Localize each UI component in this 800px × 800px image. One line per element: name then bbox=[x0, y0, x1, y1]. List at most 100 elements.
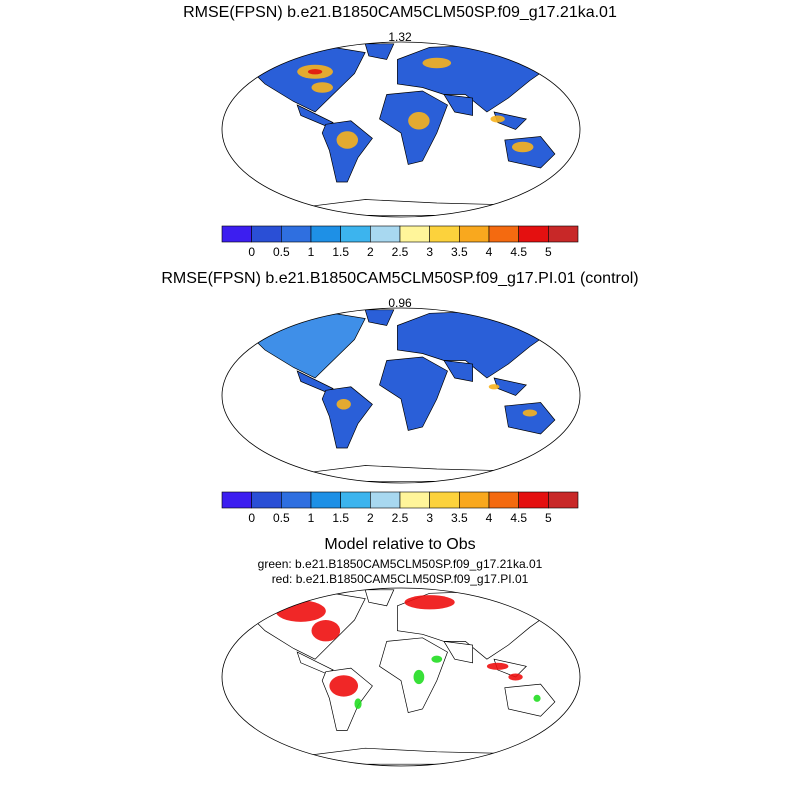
panel1-warm-region-4 bbox=[422, 57, 452, 69]
panel1-colorbar-tick-label: 2 bbox=[367, 245, 374, 259]
panel2-colorbar-swatch-1 bbox=[251, 491, 282, 509]
panel3-red-region-1 bbox=[311, 620, 341, 642]
panel2-colorbar-tick-label: 3.5 bbox=[451, 511, 468, 525]
panel1-colorbar-swatch-3 bbox=[310, 225, 341, 243]
panel3-green-region-1 bbox=[431, 655, 443, 663]
panel1-colorbar-tick-label: 4 bbox=[486, 245, 493, 259]
panel3-red-region-3 bbox=[329, 675, 359, 697]
panel2-rmse-value: 0.96 bbox=[388, 296, 412, 310]
panel1-land bbox=[246, 43, 556, 216]
panel2-colorbar-swatch-8 bbox=[459, 491, 490, 509]
panel2-south-america bbox=[321, 386, 373, 449]
panel2-map bbox=[221, 307, 581, 484]
panel2-colorbar-tick-label: 2.5 bbox=[392, 511, 409, 525]
panel1-australia bbox=[504, 136, 556, 169]
panel2-colorbar-tick-label: 5 bbox=[545, 511, 552, 525]
panel2-colorbar-tick-label: 2 bbox=[367, 511, 374, 525]
panel3-antarctica bbox=[293, 747, 509, 765]
panel2-colorbar-swatch-6 bbox=[399, 491, 430, 509]
panel3-greenland bbox=[364, 589, 395, 607]
panel1-colorbar-tick-label: 3.5 bbox=[451, 245, 468, 259]
panel1-warm-region-1 bbox=[311, 82, 333, 93]
panel2-warm-region-2 bbox=[488, 384, 500, 390]
panel1-warm-region-5 bbox=[511, 141, 534, 153]
panel3-outline bbox=[221, 587, 581, 767]
panel1-colorbar-tick-label: 4.5 bbox=[510, 245, 527, 259]
panel1-colorbar-tick-label: 1.5 bbox=[332, 245, 349, 259]
panel1-colorbar-swatch-4 bbox=[340, 225, 371, 243]
panel2-colorbar-swatch-3 bbox=[310, 491, 341, 509]
panel1-colorbar-swatch-8 bbox=[459, 225, 490, 243]
panel2-colorbar-swatch-5 bbox=[370, 491, 401, 509]
panel2-colorbar-tick-label: 3 bbox=[426, 511, 433, 525]
panel1-greenland bbox=[364, 43, 395, 60]
panel2-antarctica bbox=[293, 465, 509, 482]
panel2-colorbar-tick-label: 0.5 bbox=[273, 511, 290, 525]
panel1-south-america bbox=[321, 120, 373, 183]
panel2-colorbar: 0 0.5 1 1.5 2 2.5 3 3.5 4 4.5 5 bbox=[221, 491, 579, 525]
panel1-colorbar-swatch-6 bbox=[399, 225, 430, 243]
panel1-warm-region-2 bbox=[336, 131, 359, 149]
panel2-arabia-india bbox=[443, 360, 473, 382]
panel1-colorbar-tick-label: 2.5 bbox=[392, 245, 409, 259]
panel2-colorbar-swatch-9 bbox=[488, 491, 519, 509]
panel3-green-region-3 bbox=[533, 694, 541, 702]
panel1-map bbox=[221, 41, 581, 218]
panel2-greenland bbox=[364, 309, 395, 326]
panel1-colorbar-tick-label: 0 bbox=[248, 245, 255, 259]
panel1-colorbar-swatch-11 bbox=[548, 225, 579, 243]
panel1-colorbar-swatch-9 bbox=[488, 225, 519, 243]
panel3-green-label: green: b.e21.B1850CAM5CLM50SP.f09_g17.21… bbox=[257, 557, 543, 571]
panel1-colorbar-swatch-7 bbox=[429, 225, 460, 243]
panel1-hot-region-0 bbox=[307, 69, 323, 75]
panel2-colorbar-swatch-2 bbox=[281, 491, 312, 509]
panel2-africa bbox=[379, 356, 448, 431]
panel1-colorbar-tick-label: 3 bbox=[426, 245, 433, 259]
panel3-red-label: red: b.e21.B1850CAM5CLM50SP.f09_g17.PI.0… bbox=[271, 572, 529, 586]
panel1-colorbar: 0 0.5 1 1.5 2 2.5 3 3.5 4 4.5 5 bbox=[221, 225, 579, 259]
panel1-colorbar-swatch-1 bbox=[251, 225, 282, 243]
panel2-colorbar-swatch-7 bbox=[429, 491, 460, 509]
panel3-red-region-5 bbox=[508, 673, 523, 681]
panel3-red-region-0 bbox=[275, 600, 326, 622]
panel2-colorbar-swatch-4 bbox=[340, 491, 371, 509]
panel1-arabia-india bbox=[443, 94, 473, 116]
panel3-green-region-2 bbox=[354, 698, 362, 710]
panel1-colorbar-tick-label: 5 bbox=[545, 245, 552, 259]
panel1-colorbar-swatch-5 bbox=[370, 225, 401, 243]
panel1-rmse-value: 1.32 bbox=[388, 30, 412, 44]
panel2-warm-region-0 bbox=[336, 399, 351, 410]
panel2-colorbar-swatch-10 bbox=[518, 491, 549, 509]
panel2-colorbar-tick-label: 0 bbox=[248, 511, 255, 525]
panel2-australia bbox=[504, 402, 556, 435]
panel3-arabia-india bbox=[443, 640, 473, 664]
panel1-colorbar-swatch-2 bbox=[281, 225, 312, 243]
panel2-warm-region-1 bbox=[522, 409, 538, 417]
panel1-colorbar-swatch-0 bbox=[221, 225, 252, 243]
panel1-warm-region-6 bbox=[490, 115, 505, 123]
panel1-colorbar-tick-label: 0.5 bbox=[273, 245, 290, 259]
panel3-title: Model relative to Obs bbox=[324, 536, 476, 553]
panel2-land bbox=[246, 309, 556, 482]
panel3-green-region-0 bbox=[413, 669, 425, 685]
panel3-red-region-4 bbox=[486, 662, 509, 670]
panel2-colorbar-swatch-11 bbox=[548, 491, 579, 509]
panel2-outline bbox=[221, 307, 581, 484]
panel2-colorbar-tick-label: 4.5 bbox=[510, 511, 527, 525]
panel1-colorbar-swatch-10 bbox=[518, 225, 549, 243]
panel2-title: RMSE(FPSN) b.e21.B1850CAM5CLM50SP.f09_g1… bbox=[161, 270, 639, 287]
panel2-colorbar-tick-label: 1 bbox=[308, 511, 315, 525]
panel3-land bbox=[246, 589, 556, 765]
panel3-red-region-2 bbox=[404, 595, 455, 610]
panel2-colorbar-tick-label: 1.5 bbox=[332, 511, 349, 525]
panel3-africa bbox=[379, 637, 448, 714]
panel1-antarctica bbox=[293, 199, 509, 216]
panel1-outline bbox=[221, 41, 581, 218]
panel1-colorbar-tick-label: 1 bbox=[308, 245, 315, 259]
panel1-warm-region-3 bbox=[408, 112, 430, 130]
panel3-map bbox=[221, 587, 581, 767]
panel2-colorbar-swatch-0 bbox=[221, 491, 252, 509]
panel3-australia bbox=[504, 683, 556, 717]
panel1-title: RMSE(FPSN) b.e21.B1850CAM5CLM50SP.f09_g1… bbox=[183, 4, 617, 21]
